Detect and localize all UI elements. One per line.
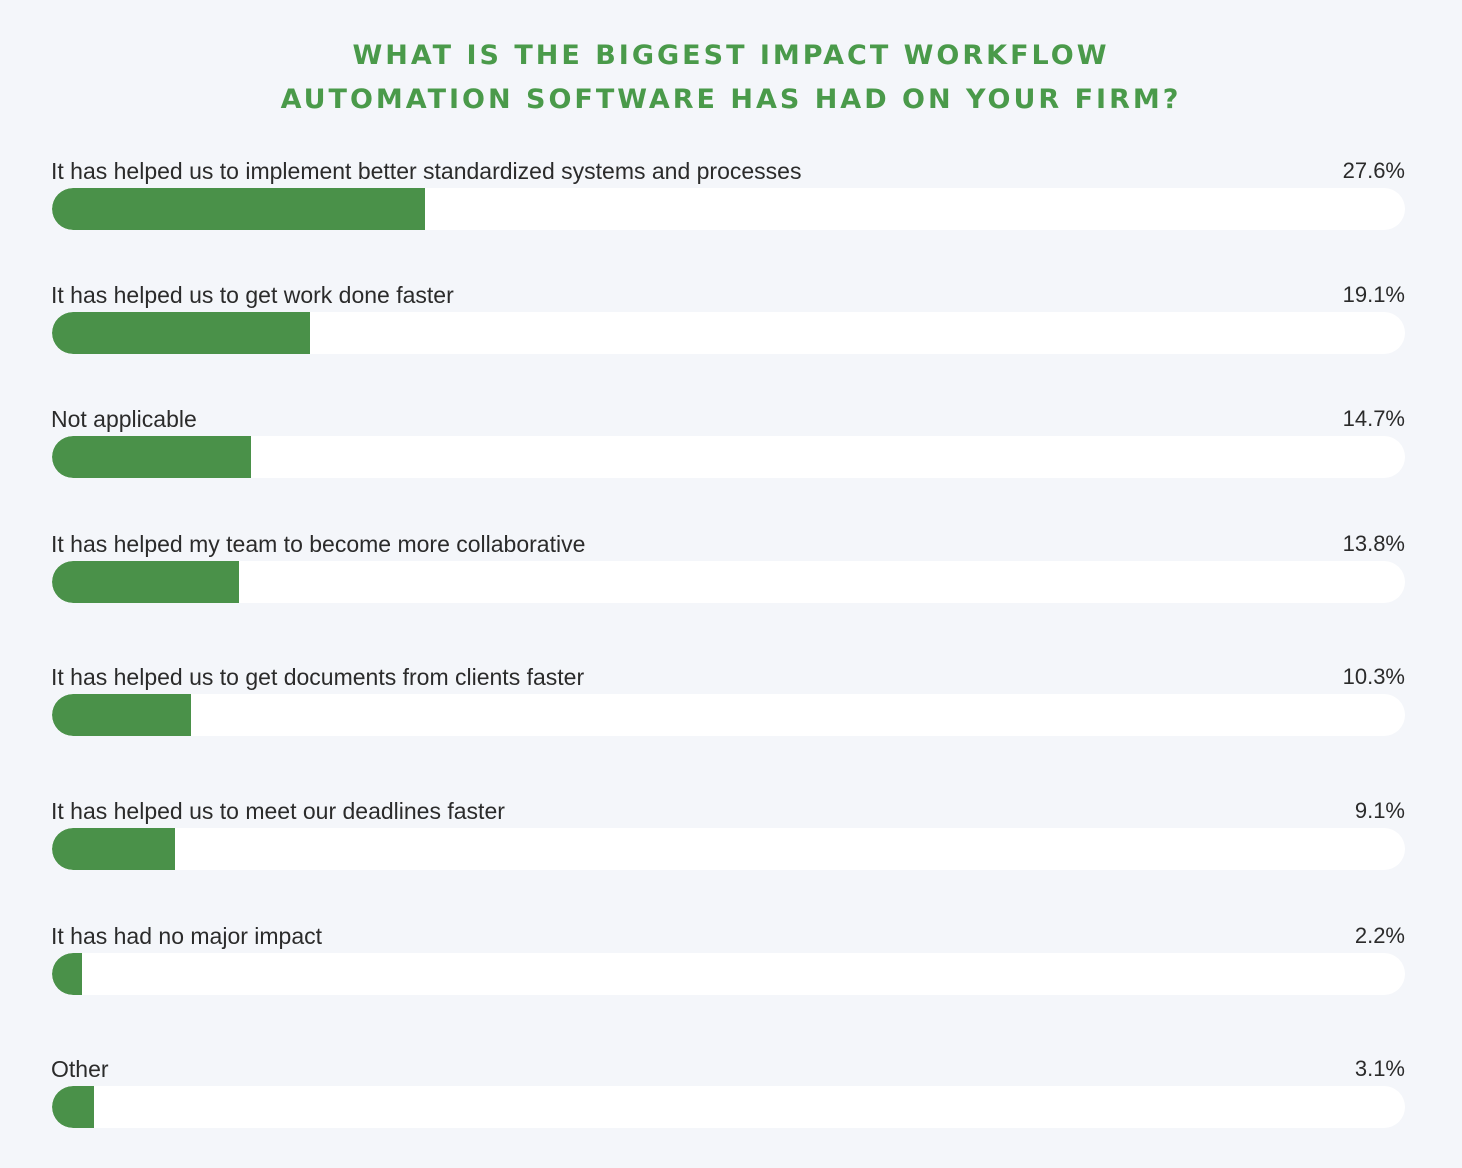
bar-fill — [52, 828, 176, 870]
category-label: It has helped us to get work done faster — [51, 282, 454, 308]
value-label: 3.1% — [1354, 1056, 1405, 1081]
bar-row: It has helped us to get work done faster… — [51, 282, 1405, 372]
value-label: 27.6% — [1342, 158, 1405, 183]
value-label: 9.1% — [1354, 798, 1405, 823]
bar-track — [52, 436, 1405, 478]
bar-fill — [52, 953, 82, 995]
bar-track — [52, 953, 1405, 995]
bar-fill — [52, 188, 426, 230]
chart-title-line-2: AUTOMATION SOFTWARE HAS HAD ON YOUR FIRM… — [280, 84, 1182, 115]
bar-row: It has helped us to get documents from c… — [51, 664, 1405, 754]
bar-track — [52, 312, 1405, 354]
value-label: 19.1% — [1342, 282, 1405, 307]
category-label: It has helped my team to become more col… — [51, 531, 586, 557]
bar-row: It has helped us to implement better sta… — [51, 158, 1405, 248]
value-label: 10.3% — [1342, 664, 1405, 689]
bar-row: Other 3.1% — [51, 1056, 1405, 1146]
bar-row: It has had no major impact 2.2% — [51, 923, 1405, 1013]
bar-fill — [52, 561, 239, 603]
category-label: It has helped us to meet our deadlines f… — [51, 798, 505, 824]
bar-track — [52, 828, 1405, 870]
bar-row: It has helped us to meet our deadlines f… — [51, 798, 1405, 888]
bar-fill — [52, 312, 311, 354]
bar-fill — [52, 1086, 94, 1128]
bar-track — [52, 561, 1405, 603]
bar-row: It has helped my team to become more col… — [51, 531, 1405, 621]
category-label: It has helped us to implement better sta… — [51, 158, 802, 184]
bar-track — [52, 188, 1405, 230]
category-label: It has had no major impact — [51, 923, 323, 949]
bar-track — [52, 694, 1405, 736]
category-label: Other — [51, 1056, 109, 1082]
chart-title-line-1: WHAT IS THE BIGGEST IMPACT WORKFLOW — [352, 40, 1110, 71]
bar-fill — [52, 436, 251, 478]
value-label: 14.7% — [1342, 406, 1405, 431]
bar-row: Not applicable 14.7% — [51, 406, 1405, 496]
bar-fill — [52, 694, 192, 736]
category-label: It has helped us to get documents from c… — [51, 664, 585, 690]
category-label: Not applicable — [51, 406, 197, 432]
bar-track — [52, 1086, 1405, 1128]
chart-title: WHAT IS THE BIGGEST IMPACT WORKFLOW AUTO… — [0, 34, 1462, 122]
value-label: 2.2% — [1354, 923, 1405, 948]
value-label: 13.8% — [1342, 531, 1405, 556]
